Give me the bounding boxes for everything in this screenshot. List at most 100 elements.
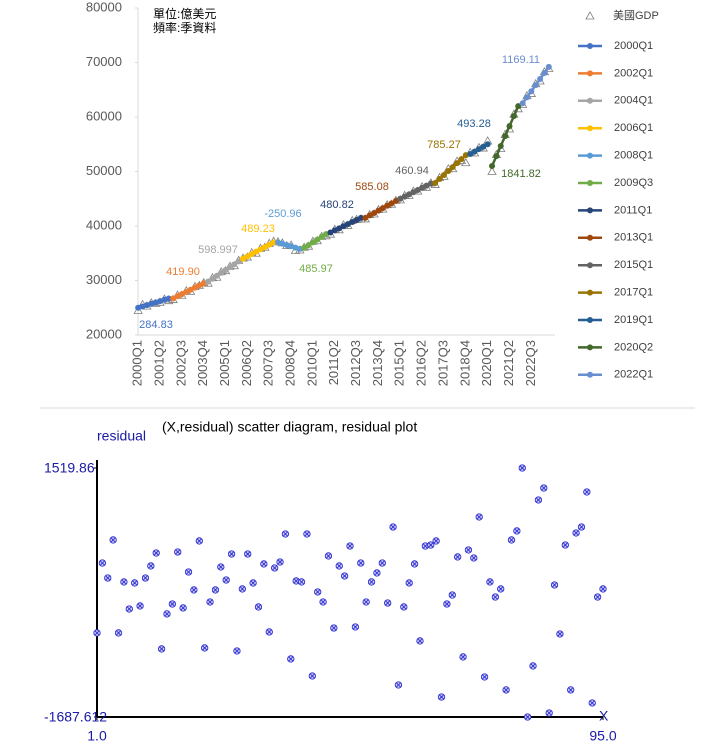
x-tick-label: 2003Q4 (195, 340, 210, 386)
slope-label: 1169.11 (502, 54, 540, 66)
residual-point (593, 593, 602, 601)
residual-point (475, 513, 483, 521)
residual-point (437, 693, 446, 701)
residual-point (238, 585, 246, 593)
point-cross (293, 578, 299, 584)
residual-point (513, 527, 521, 535)
fit-point (519, 100, 526, 107)
legend-marker (587, 43, 593, 49)
residual-point (567, 686, 575, 694)
residual-point (464, 546, 473, 554)
point-cross (277, 559, 283, 565)
point-cross (374, 570, 380, 576)
point-cross (196, 538, 202, 544)
fit-point (436, 175, 443, 182)
point-cross (568, 687, 574, 693)
point-cross (207, 599, 213, 605)
fit-point (270, 239, 277, 246)
residual-point (561, 541, 569, 549)
residual-point (174, 548, 182, 556)
point-cross (589, 700, 595, 706)
point-cross (250, 580, 256, 586)
fit-point (314, 236, 321, 243)
residual-point (459, 653, 467, 661)
legend-marker (587, 152, 593, 159)
residual-point (378, 559, 386, 567)
fit-point (458, 156, 465, 163)
slope-label: 480.82 (320, 199, 354, 211)
residual-point (244, 550, 252, 558)
slope-label: 284.83 (139, 319, 173, 331)
point-cross (546, 710, 552, 716)
fit-point (165, 295, 172, 302)
point-cross (466, 547, 471, 553)
residual-point (201, 644, 209, 652)
residual-point (190, 586, 198, 594)
fit-point (366, 212, 373, 219)
residual-point (384, 599, 392, 607)
slope-label: 493.28 (457, 118, 491, 130)
residual-point (523, 713, 532, 721)
point-cross (234, 648, 240, 654)
residual-point (270, 564, 279, 572)
fit-point (454, 160, 461, 167)
residual-point (168, 600, 177, 608)
fit-point (489, 163, 496, 170)
point-cross (423, 543, 428, 549)
residual-point (340, 572, 349, 580)
fit-point (471, 148, 478, 155)
point-cross (137, 603, 143, 609)
point-cross (487, 579, 493, 585)
residual-point (217, 563, 225, 571)
residual-point (303, 530, 311, 538)
point-cross (223, 577, 229, 583)
point-cross (331, 625, 337, 631)
point-cross (94, 630, 100, 636)
point-cross (213, 587, 218, 593)
slope-label: 585.08 (355, 181, 389, 193)
point-cross (417, 638, 423, 644)
legend-marker (587, 97, 593, 104)
residual-point (157, 645, 166, 653)
legend-marker (587, 317, 593, 323)
residual-point (184, 568, 193, 576)
point-cross (170, 601, 175, 607)
legend-marker (587, 125, 593, 132)
point-cross (428, 542, 434, 548)
fit-point (541, 69, 548, 76)
point-cross (132, 580, 137, 586)
x-tick-label: 2021Q2 (501, 340, 516, 386)
residual-point (136, 602, 144, 610)
legend-label: 2002Q1 (614, 67, 653, 79)
x-tick-label: 2020Q1 (479, 340, 494, 386)
fit-point (475, 146, 482, 153)
point-cross (536, 497, 541, 503)
point-cross (444, 601, 450, 607)
point-cross (482, 674, 487, 680)
residual-point (394, 681, 403, 689)
scatter-title: (X,residual) scatter diagram, residual p… (162, 419, 417, 435)
residual-point (405, 579, 413, 587)
x-tick-label: 2001Q2 (151, 340, 166, 386)
point-cross (186, 569, 191, 575)
fit-point (440, 171, 447, 178)
point-cross (595, 594, 600, 600)
y-tick-label: 1519.86 (44, 460, 95, 476)
fit-point (235, 258, 242, 265)
point-cross (455, 554, 460, 560)
point-cross (153, 550, 159, 556)
legend-label: 2009Q3 (614, 177, 653, 189)
residual-point (416, 637, 424, 645)
residual-point (265, 628, 273, 636)
residual-point (125, 605, 133, 613)
residual-point (486, 578, 494, 586)
legend-marker (587, 262, 593, 269)
residual-point (454, 553, 462, 561)
point-cross (326, 553, 331, 559)
fit-point (528, 88, 535, 95)
fit-point (484, 141, 491, 148)
point-cross (110, 537, 116, 543)
fit-point (449, 164, 456, 171)
point-cross (406, 580, 412, 586)
